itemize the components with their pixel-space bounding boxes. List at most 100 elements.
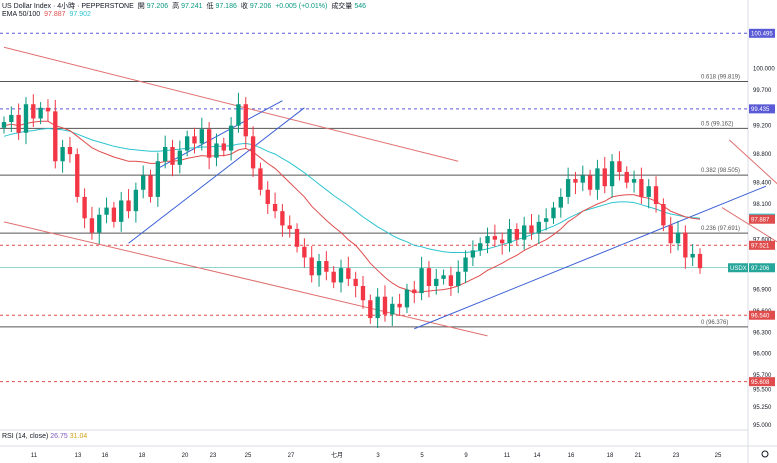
candle bbox=[448, 266, 454, 296]
candle-body bbox=[382, 296, 388, 315]
price-tag-value: 95.608 bbox=[751, 380, 770, 386]
candle-body bbox=[192, 136, 197, 144]
price-tag-box bbox=[749, 28, 775, 38]
y-tick-label: 95.250 bbox=[753, 405, 772, 411]
candle-body bbox=[243, 104, 248, 137]
candle-body bbox=[184, 136, 190, 151]
candle-body bbox=[155, 161, 161, 197]
candle bbox=[551, 201, 556, 224]
candle bbox=[199, 117, 204, 151]
price-tag-value: 97.521 bbox=[751, 244, 770, 250]
candle-body bbox=[141, 175, 146, 190]
candle-body bbox=[397, 303, 402, 308]
candle bbox=[141, 165, 146, 199]
legend-line-1: US Dollar Index · 4小時 · PEPPERSTONE 開 97.… bbox=[2, 1, 368, 11]
x-tick-label: 16 bbox=[102, 453, 109, 459]
candle bbox=[521, 216, 527, 250]
candle-body bbox=[624, 171, 629, 183]
price-tag-box bbox=[749, 104, 775, 114]
candle-body bbox=[507, 228, 512, 244]
candle-body bbox=[119, 200, 124, 222]
candle-body bbox=[434, 278, 439, 286]
candle-body bbox=[206, 129, 212, 158]
candle-body bbox=[133, 189, 139, 212]
candle bbox=[338, 259, 344, 293]
candle bbox=[565, 167, 571, 205]
candle bbox=[9, 106, 14, 133]
trendline bbox=[3, 221, 488, 337]
symbol-title: US Dollar Index · 4小時 · PEPPERSTONE bbox=[2, 3, 134, 10]
candle-body bbox=[324, 261, 329, 272]
candle bbox=[646, 179, 651, 209]
candle-body bbox=[609, 161, 615, 187]
ema100-line bbox=[3, 127, 701, 253]
candle-body bbox=[675, 232, 681, 244]
candle bbox=[170, 139, 175, 177]
candle bbox=[470, 240, 476, 267]
candle-body bbox=[353, 278, 358, 286]
candle-body bbox=[221, 143, 226, 151]
candle bbox=[265, 181, 270, 215]
volume-label: 成交量 bbox=[331, 3, 353, 10]
x-tick-label: 21 bbox=[635, 453, 642, 459]
candle bbox=[609, 154, 615, 198]
candle bbox=[353, 271, 358, 298]
candle-body bbox=[309, 257, 314, 276]
candle bbox=[331, 266, 336, 289]
trendline bbox=[728, 139, 777, 185]
candle-body bbox=[67, 147, 73, 155]
y-tick-label: 96.900 bbox=[753, 288, 772, 294]
candle bbox=[500, 232, 505, 255]
price-tag-box bbox=[749, 240, 775, 250]
candle bbox=[434, 268, 439, 295]
candle-body bbox=[631, 179, 637, 183]
candle-body bbox=[302, 246, 307, 258]
candle-body bbox=[228, 125, 234, 151]
candle bbox=[624, 166, 629, 189]
candle bbox=[324, 251, 329, 281]
candle-body bbox=[683, 232, 688, 258]
candle-body bbox=[602, 168, 607, 187]
price-tag: 97.206 USDX bbox=[728, 263, 775, 273]
candle-body bbox=[45, 107, 51, 112]
candle-body bbox=[595, 168, 600, 190]
candle-body bbox=[485, 236, 490, 244]
candle-body bbox=[617, 161, 622, 172]
candle bbox=[119, 191, 124, 232]
x-tick-label: 18 bbox=[139, 453, 146, 459]
candle bbox=[653, 176, 659, 213]
x-tick-label: 5 bbox=[420, 453, 424, 459]
x-tick-label: 14 bbox=[534, 453, 541, 459]
candle-body bbox=[375, 296, 380, 319]
candle bbox=[492, 224, 498, 247]
candle-body bbox=[463, 257, 468, 272]
candle bbox=[280, 204, 285, 237]
candle bbox=[580, 165, 585, 192]
candle-body bbox=[646, 186, 651, 197]
candle-body bbox=[543, 218, 549, 222]
candle bbox=[661, 198, 666, 232]
candle bbox=[617, 151, 622, 181]
candle bbox=[287, 215, 292, 238]
candle bbox=[697, 248, 703, 274]
candle bbox=[221, 137, 226, 157]
close-value: 97.206 bbox=[249, 3, 272, 10]
candle bbox=[390, 296, 395, 326]
candle-body bbox=[558, 196, 563, 208]
candle bbox=[595, 159, 600, 200]
candle-body bbox=[82, 196, 87, 219]
candle bbox=[346, 256, 351, 286]
candle-body bbox=[521, 225, 527, 240]
candle-body bbox=[280, 211, 285, 226]
candle-body bbox=[441, 275, 446, 279]
candle bbox=[639, 167, 644, 205]
y-tick-label: 95.700 bbox=[753, 373, 772, 379]
gear-icon bbox=[761, 450, 769, 458]
candle bbox=[1, 116, 7, 134]
x-tick-label: 3 bbox=[376, 453, 380, 459]
candle-body bbox=[148, 175, 153, 197]
candle bbox=[507, 218, 512, 252]
candle bbox=[192, 127, 197, 154]
candle bbox=[75, 148, 80, 203]
